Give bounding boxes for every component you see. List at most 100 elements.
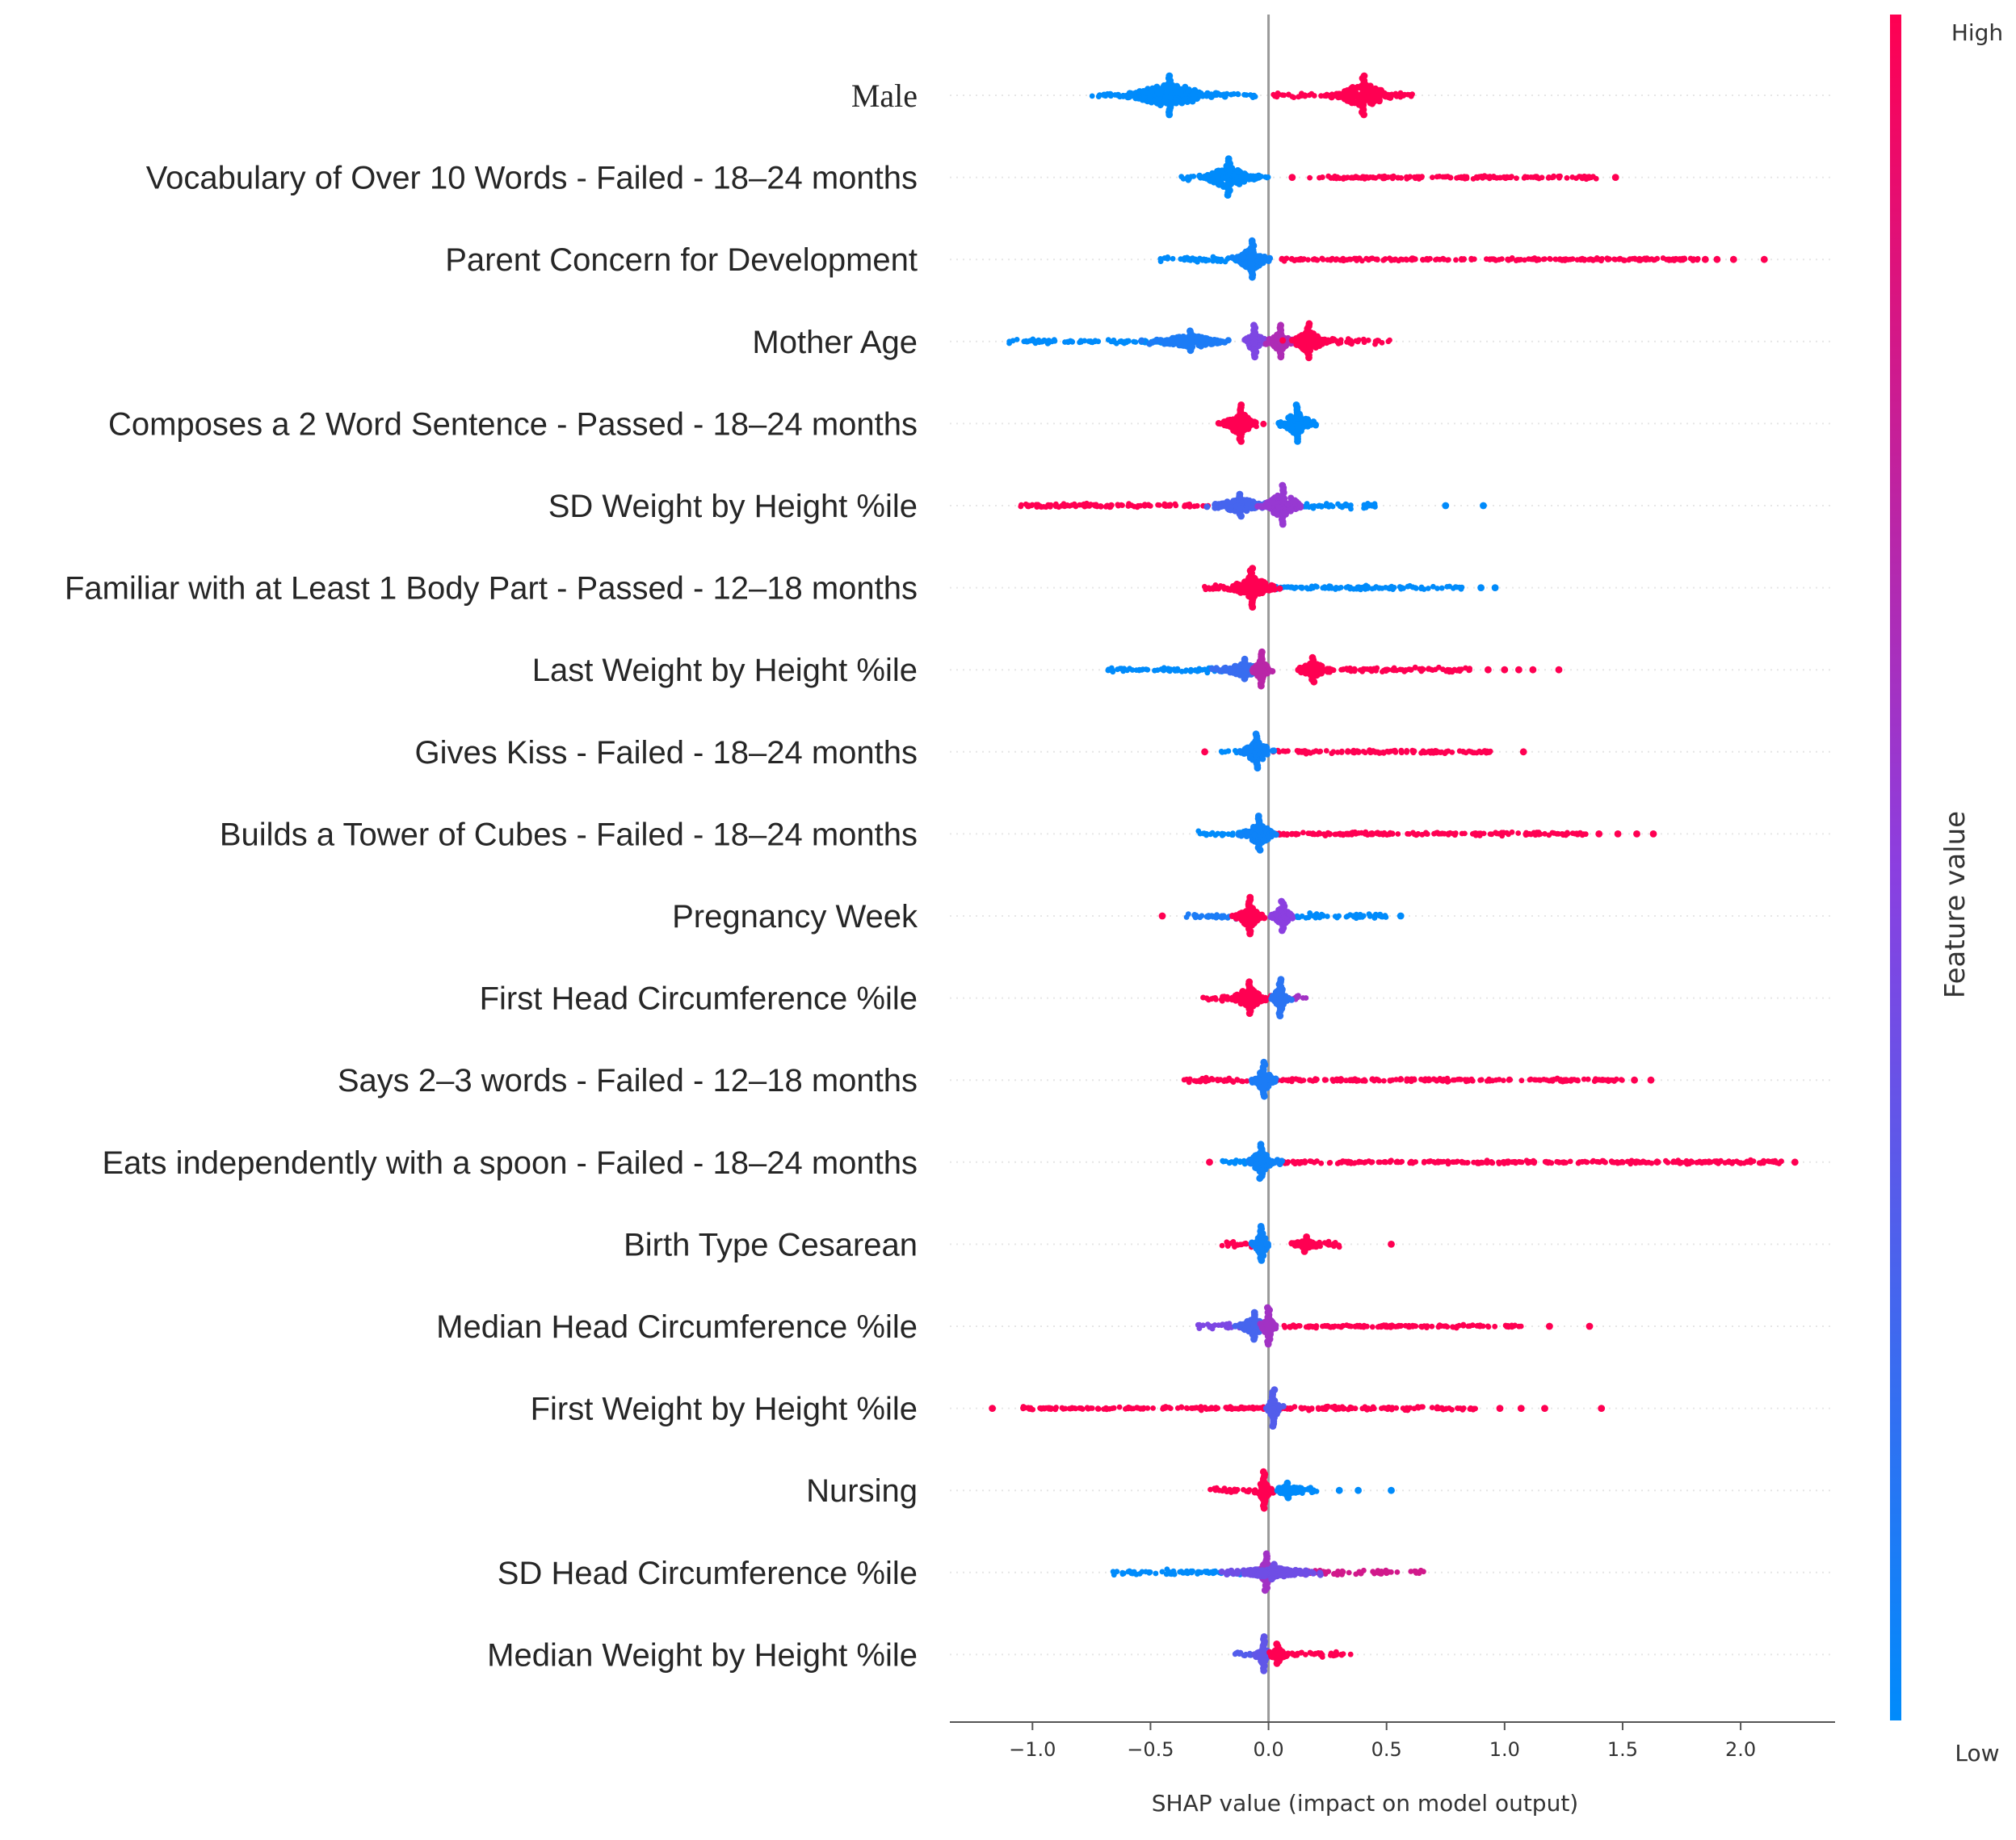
shap-point [1303,503,1309,510]
shap-point [1736,1160,1742,1166]
shap-point [1467,667,1472,673]
shap-point [1605,1077,1611,1083]
shap-point [1616,256,1623,263]
shap-point [1241,674,1249,683]
shap-point [1314,333,1321,340]
shap-point [1608,1158,1615,1165]
shap-point [1122,338,1128,345]
shap-point [1276,585,1283,592]
shap-point [1236,180,1243,187]
shap-point [1432,666,1438,673]
shap-point [1615,1160,1621,1166]
shap-point [1477,1077,1483,1083]
shap-point [1540,256,1547,263]
shap-point [1413,1159,1418,1165]
shap-point [1360,749,1367,754]
shap-point [1334,93,1342,100]
shap-point [1225,748,1232,754]
shap-point [1289,830,1296,837]
shap-point [1424,830,1430,837]
shap-point [1186,347,1195,355]
shap-point [1238,174,1245,181]
shap-point [1332,831,1338,838]
shap-point [1206,1158,1213,1166]
shap-point [1665,1160,1671,1166]
shap-point [1161,340,1168,347]
shap-point [1354,1078,1359,1084]
shap-point [1677,257,1683,263]
feature-label: Says 2–3 words - Failed - 12–18 months [338,1063,918,1099]
shap-point [1563,256,1569,263]
shap-point [1219,1242,1225,1249]
shap-point [1361,505,1367,511]
shap-point [1372,504,1378,510]
shap-point [1174,666,1181,672]
shap-point [1224,337,1232,344]
shap-point [1585,1076,1591,1082]
shap-point [1182,503,1187,510]
shap-point [1279,1157,1285,1165]
shap-point [1321,584,1328,590]
shap-point [1417,666,1423,672]
shap-point [1107,90,1114,98]
shap-point [1205,914,1212,920]
shap-point [1628,1157,1635,1164]
shap-point [1442,174,1448,180]
shap-point [1335,501,1341,507]
shap-point [1096,93,1102,99]
shap-point [1338,585,1344,590]
shap-point [1288,174,1296,182]
shap-point [1344,257,1350,263]
shap-point [1564,174,1570,181]
shap-point [1286,91,1292,98]
shap-point [1564,830,1571,837]
shap-point [1101,91,1107,99]
shap-point [1515,830,1522,836]
feature-dots [1200,976,1309,1019]
shap-point [1395,174,1401,181]
shap-point [1413,585,1419,591]
shap-point [1203,335,1211,342]
shap-point [1393,1077,1400,1082]
shap-point [1438,585,1445,591]
shap-point [1644,256,1650,263]
shap-point [1384,174,1389,181]
shap-point [1513,258,1519,263]
shap-point [1260,420,1267,427]
shap-point [1222,994,1229,1002]
shap-point [1305,914,1312,921]
shap-point [1462,830,1468,837]
shap-point [1518,1078,1525,1084]
shap-point [1375,86,1382,94]
shap-point [1480,502,1487,510]
shap-point [1166,503,1172,509]
shap-point [1249,667,1256,674]
shap-point [1107,504,1113,510]
shap-point [1136,666,1143,673]
shap-point [1317,749,1323,754]
shap-point [1501,830,1506,836]
feature-dots [1158,893,1405,938]
shap-point [1228,421,1236,428]
shap-point [1279,92,1286,98]
shap-point [1574,1077,1581,1083]
shap-point [1405,583,1411,590]
shap-point [1320,913,1326,918]
shap-point [1315,503,1321,509]
shap-point [1747,1158,1754,1165]
shap-point [1349,174,1354,181]
shap-point [1348,99,1355,107]
shap-point [1440,666,1446,673]
shap-point [1198,342,1204,350]
shap-point [1093,502,1099,508]
shap-point [1349,1077,1355,1083]
shap-point [1379,586,1385,591]
shap-point [1182,96,1189,103]
shap-point [1410,830,1416,836]
shap-point [1605,257,1611,263]
shap-point [1544,1159,1551,1166]
feature-dots [1178,155,1619,200]
shap-point [1388,174,1395,180]
shap-point [1627,256,1633,262]
shap-point [1404,257,1409,263]
